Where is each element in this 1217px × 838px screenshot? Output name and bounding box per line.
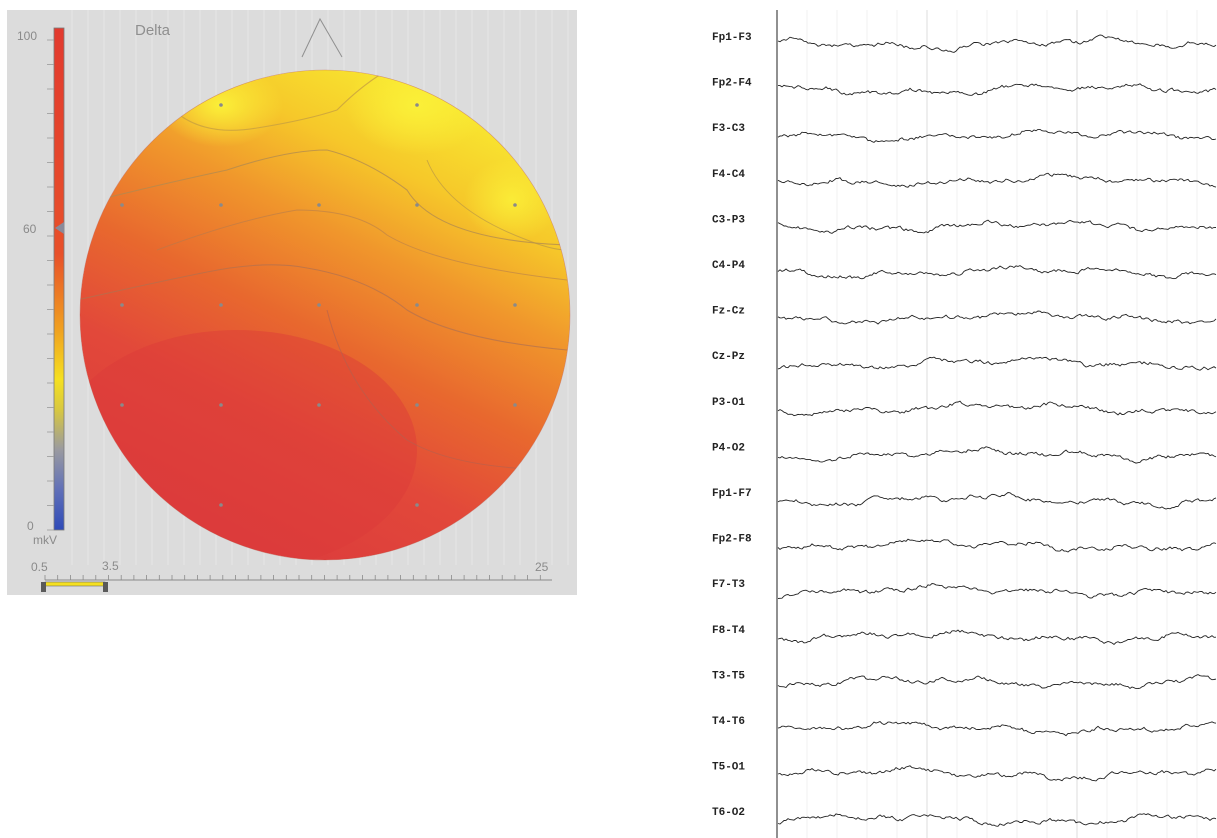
scale-max-label: 100 xyxy=(17,29,37,43)
eeg-trace xyxy=(777,128,1217,143)
head-map xyxy=(80,70,570,560)
frequency-handle-right[interactable] xyxy=(103,582,108,592)
eeg-trace xyxy=(777,265,1217,280)
eeg-trace xyxy=(777,813,1217,827)
eeg-channels: Fp1-F3 Fp2-F4 F3-C3 F4-C4 C3-P3 C4-P4 Fz-Cz Cz-… xyxy=(712,32,1217,827)
channel-label: C3-P3 xyxy=(712,214,745,226)
color-scale-bar xyxy=(54,28,64,530)
eeg-time-grid xyxy=(806,10,1198,838)
eeg-trace xyxy=(777,219,1217,234)
channel-label: T3-T5 xyxy=(712,670,745,682)
channel-label: C4-P4 xyxy=(712,260,745,272)
channel-label: F8-T4 xyxy=(712,625,745,637)
channel-label: F7-T3 xyxy=(712,579,745,591)
electrode-dots xyxy=(120,103,517,507)
channel-label: Cz-Pz xyxy=(712,351,745,363)
topographic-map: Delta 100 60 0 mkV xyxy=(17,10,571,592)
eeg-trace xyxy=(777,720,1217,737)
channel-label: P4-O2 xyxy=(712,442,745,454)
channel-label: P3-O1 xyxy=(712,397,745,409)
scale-ticks xyxy=(47,39,54,531)
channel-label: T4-T6 xyxy=(712,716,745,728)
freq-start-label: 0.5 xyxy=(31,560,48,574)
eeg-trace xyxy=(778,83,1217,96)
scale-marker-icon[interactable] xyxy=(55,222,64,234)
channel-label: T6-O2 xyxy=(712,807,745,819)
eeg-trace xyxy=(777,583,1217,599)
eeg-trace xyxy=(777,538,1217,553)
eeg-trace xyxy=(777,34,1217,53)
frequency-selection-bar[interactable] xyxy=(44,581,106,587)
eeg-trace xyxy=(777,765,1217,782)
scale-unit-label: mkV xyxy=(33,533,57,547)
eeg-trace xyxy=(777,310,1217,325)
eeg-trace xyxy=(777,674,1217,690)
scale-min-label: 0 xyxy=(27,519,34,533)
channel-label: Fz-Cz xyxy=(712,306,745,318)
eeg-traces: Fp1-F3 Fp2-F4 F3-C3 F4-C4 C3-P3 C4-P4 Fz-Cz Cz-… xyxy=(712,10,1217,838)
channel-label: F3-C3 xyxy=(712,123,745,135)
freq-end-label: 25 xyxy=(535,560,549,574)
eeg-trace xyxy=(777,172,1217,188)
channel-label: Fp1-F3 xyxy=(712,32,752,44)
eeg-trace xyxy=(777,446,1217,464)
frequency-handle-left[interactable] xyxy=(41,582,46,592)
eeg-trace xyxy=(777,492,1217,510)
scale-mid-label: 60 xyxy=(23,222,37,236)
freq-selection-end-label: 3.5 xyxy=(102,559,119,573)
channel-label: T5-O1 xyxy=(712,762,745,774)
frequency-ticks xyxy=(44,575,541,580)
band-title: Delta xyxy=(135,22,171,39)
eeg-trace-panel: Fp1-F3 Fp2-F4 F3-C3 F4-C4 C3-P3 C4-P4 Fz-Cz Cz-… xyxy=(700,10,1217,838)
eeg-trace xyxy=(777,400,1217,417)
eeg-trace xyxy=(777,629,1217,645)
channel-label: F4-C4 xyxy=(712,169,745,181)
eeg-trace xyxy=(777,356,1217,371)
brain-map-panel: Delta 100 60 0 mkV xyxy=(7,10,577,595)
channel-label: Fp2-F4 xyxy=(712,78,752,90)
channel-label: Fp1-F7 xyxy=(712,488,752,500)
channel-label: Fp2-F8 xyxy=(712,534,752,546)
nose-marker xyxy=(301,17,343,58)
